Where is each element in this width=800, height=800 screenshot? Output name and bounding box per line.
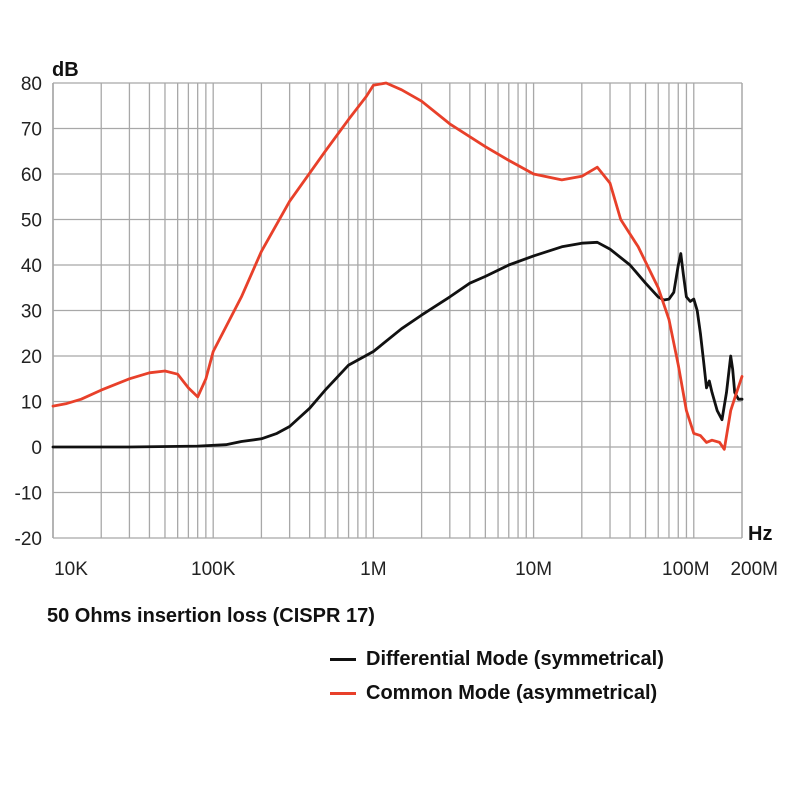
y-tick-label: 60 (21, 165, 42, 186)
grid (52, 82, 743, 539)
legend-label-common: Common Mode (asymmetrical) (366, 681, 658, 704)
legend-item-differential: Differential Mode (symmetrical) (330, 642, 664, 676)
x-tick-label: 1M (360, 559, 386, 580)
series-line-common (51, 81, 744, 451)
y-tick-label: 70 (21, 120, 42, 141)
x-tick-label: 10K (54, 559, 88, 580)
series-line-differential (51, 240, 744, 449)
x-tick-label: 100K (191, 559, 236, 580)
x-axis-label: Hz (748, 523, 772, 545)
y-tick-label: 80 (21, 74, 42, 95)
x-tick-label: 100M (662, 559, 710, 580)
chart-caption: 50 Ohms insertion loss (CISPR 17) (47, 605, 375, 627)
y-tick-label: -20 (15, 529, 42, 550)
y-axis-label: dB (52, 59, 79, 81)
legend-swatch-differential (330, 657, 356, 661)
y-axis-ticks: -20 -10 0 10 20 30 40 50 60 70 80 (15, 74, 42, 550)
x-axis-ticks: 10K 100K 1M 10M 100M 200M (54, 559, 778, 580)
legend-swatch-common (330, 691, 356, 695)
y-tick-label: 0 (31, 438, 42, 459)
y-tick-label: 10 (21, 393, 42, 414)
legend-label-differential: Differential Mode (symmetrical) (366, 647, 664, 670)
y-tick-label: 50 (21, 211, 42, 232)
insertion-loss-chart: -20 -10 0 10 20 30 40 50 60 70 80 10K 100K 1M 10M 100M… (15, 59, 778, 580)
y-tick-label: 40 (21, 256, 42, 277)
y-tick-label: -10 (15, 484, 42, 505)
x-tick-label: 200M (730, 559, 778, 580)
legend-item-common: Common Mode (asymmetrical) (330, 676, 664, 710)
series-lines (51, 81, 744, 451)
legend: Differential Mode (symmetrical) Common M… (330, 642, 664, 710)
y-tick-label: 30 (21, 302, 42, 323)
y-tick-label: 20 (21, 347, 42, 368)
x-tick-label: 10M (515, 559, 552, 580)
